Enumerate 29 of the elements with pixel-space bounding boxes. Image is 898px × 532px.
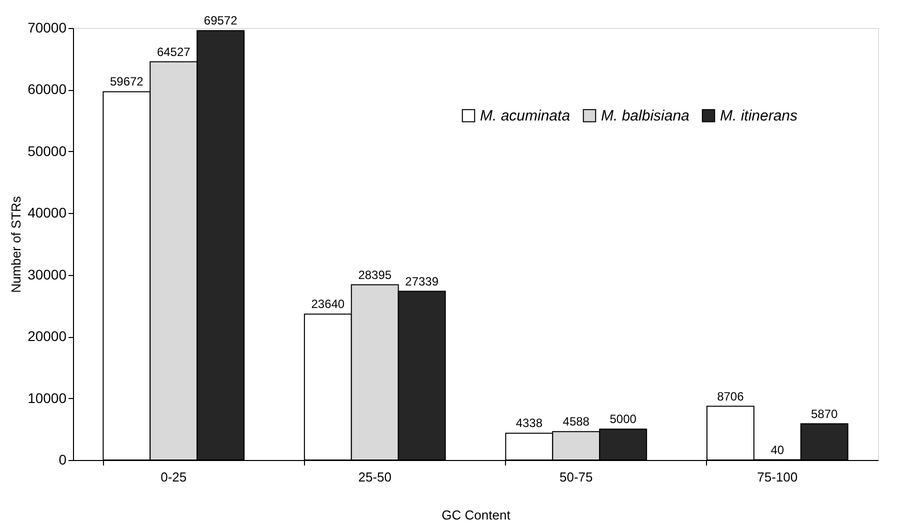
data-label: 40 bbox=[770, 442, 784, 457]
x-tick-label: 75-100 bbox=[757, 470, 798, 484]
legend-label: M. itinerans bbox=[720, 108, 798, 125]
y-tick-label: 10000 bbox=[28, 390, 67, 406]
x-axis-title: GC Content bbox=[442, 508, 511, 522]
x-tick-label: 25-50 bbox=[358, 470, 392, 484]
y-tick-label: 40000 bbox=[28, 204, 67, 221]
y-axis-title: Number of STRs bbox=[8, 196, 24, 293]
data-label: 64527 bbox=[156, 44, 191, 59]
data-label: 28395 bbox=[358, 268, 392, 282]
data-label: 8706 bbox=[717, 389, 744, 404]
y-tick-label: 30000 bbox=[28, 266, 67, 282]
y-tick-label: 50000 bbox=[28, 142, 67, 159]
y-tick-label: 60000 bbox=[28, 81, 67, 98]
data-label: 5000 bbox=[610, 412, 637, 426]
y-tick-label: 20000 bbox=[28, 328, 67, 344]
data-label: 5870 bbox=[810, 406, 838, 421]
y-tick-label: 70000 bbox=[28, 20, 67, 36]
legend-label: M. acuminata bbox=[480, 108, 570, 125]
data-label: 23640 bbox=[311, 297, 345, 312]
data-label: 69572 bbox=[204, 14, 238, 28]
x-tick-label: 50-75 bbox=[560, 470, 593, 484]
x-tick-label: 0-25 bbox=[160, 470, 187, 484]
legend-label: M. balbisiana bbox=[601, 108, 690, 125]
data-label: 27339 bbox=[405, 274, 439, 288]
y-tick-label: 0 bbox=[58, 452, 67, 468]
data-label: 59672 bbox=[110, 74, 144, 89]
data-label: 4588 bbox=[562, 414, 590, 429]
data-label: 4338 bbox=[516, 416, 543, 430]
